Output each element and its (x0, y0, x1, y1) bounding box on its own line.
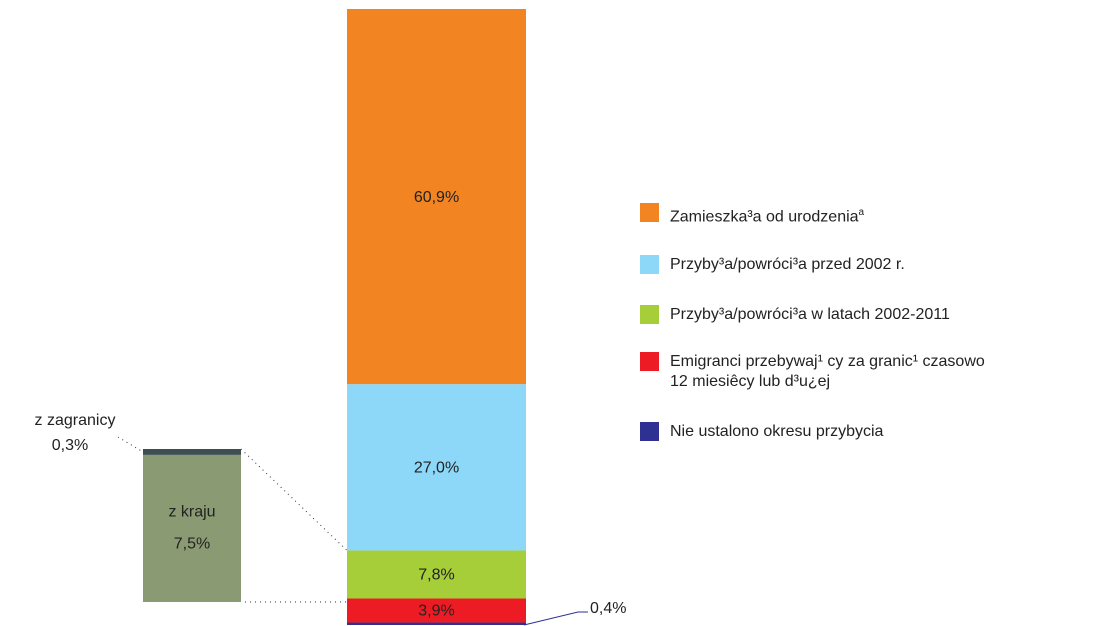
legend-label: Zamieszka³a od urodzeniaa (670, 203, 864, 227)
value-label: 3,9% (418, 603, 454, 620)
value-label: 60,9% (414, 189, 459, 206)
legend-text: Emigranci przebywaj¹ cy za granic¹ czaso… (670, 353, 985, 390)
legend-swatch (640, 352, 659, 371)
legend-item: Emigranci przebywaj¹ cy za granic¹ czaso… (640, 352, 1100, 392)
legend-swatch (640, 203, 659, 222)
value-label: 7,5% (174, 536, 210, 553)
value-label: 7,8% (418, 567, 454, 584)
legend-label: Nie ustalono okresu przybycia (670, 422, 883, 442)
leader-line (117, 436, 144, 453)
legend-item: Przyby³a/powróci³a w latach 2002-2011 (640, 305, 1100, 325)
legend-text: Zamieszka³a od urodzenia (670, 208, 859, 226)
breakdown-segment (143, 449, 241, 455)
breakdown-segment (143, 454, 241, 602)
footnote-mark: a (858, 207, 865, 218)
legend-label: Emigranci przebywaj¹ cy za granic¹ czaso… (670, 352, 985, 392)
legend-item: Przyby³a/powróci³a przed 2002 r. (640, 255, 1100, 275)
value-label: 0,4% (590, 600, 626, 617)
legend-item: Zamieszka³a od urodzeniaa (640, 203, 1100, 227)
legend-swatch (640, 255, 659, 274)
legend-text: Przyby³a/powróci³a w latach 2002-2011 (670, 306, 950, 323)
legend-label: Przyby³a/powróci³a w latach 2002-2011 (670, 305, 950, 325)
legend-text: Przyby³a/powróci³a przed 2002 r. (670, 256, 905, 273)
leader-line (523, 611, 588, 626)
segment-name: z zagranicy (35, 412, 116, 429)
bar-segment (347, 598, 526, 623)
bar-segment (347, 9, 526, 385)
value-label: 0,3% (52, 437, 88, 454)
bar-segment (347, 622, 526, 625)
bar-segment (347, 550, 526, 599)
connector (240, 448, 348, 551)
legend-text: Nie ustalono okresu przybycia (670, 423, 884, 440)
legend-label: Przyby³a/powróci³a przed 2002 r. (670, 255, 905, 275)
bar-segment (347, 384, 526, 551)
legend-swatch (640, 422, 659, 441)
legend-swatch (640, 305, 659, 324)
legend-item: Nie ustalono okresu przybycia (640, 422, 1100, 442)
segment-name: z kraju (168, 504, 215, 521)
value-label: 27,0% (414, 460, 459, 477)
